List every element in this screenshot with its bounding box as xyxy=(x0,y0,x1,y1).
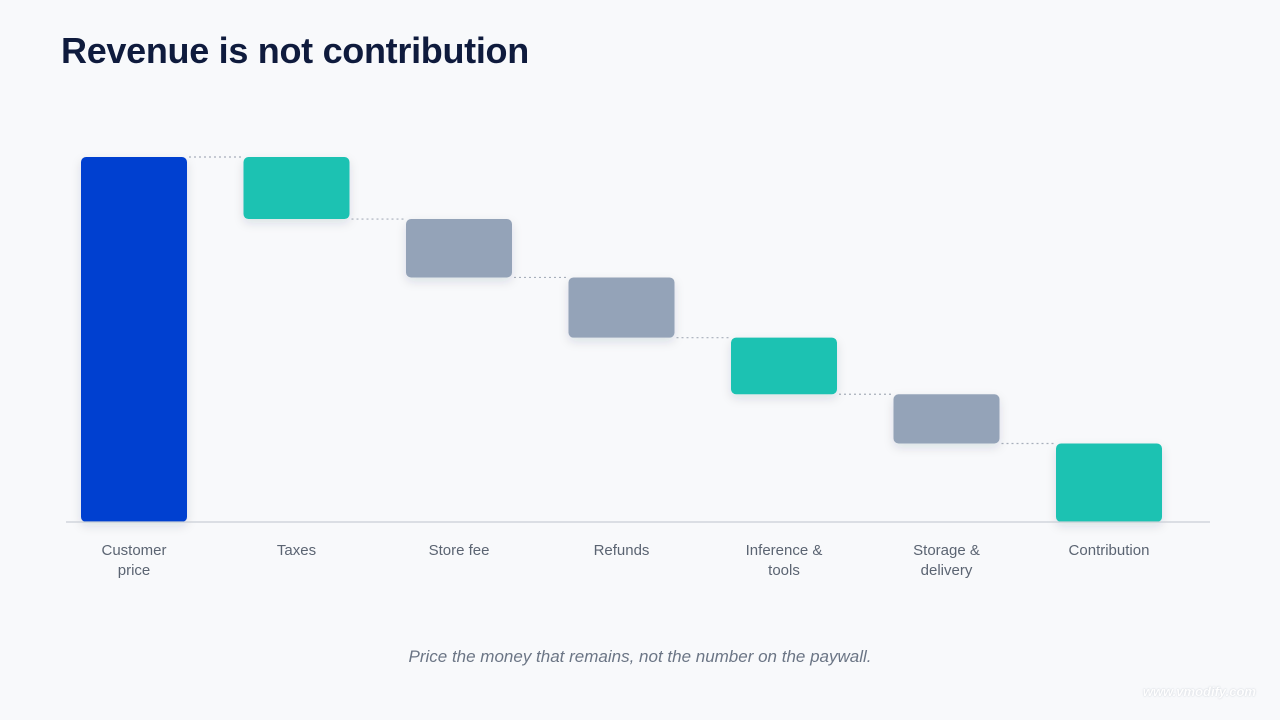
watermark: www.vmodify.com xyxy=(1142,684,1256,699)
category-label-store-fee: Store fee xyxy=(429,542,490,559)
bar-taxes xyxy=(243,157,350,220)
category-label-storage-and-delivery: Storage & delivery xyxy=(913,542,980,579)
category-label-line: Taxes xyxy=(277,542,316,559)
category-label-line: Storage & xyxy=(913,542,980,559)
bar-contribution xyxy=(1056,443,1162,522)
category-label-line: price xyxy=(118,562,151,579)
category-label-refunds: Refunds xyxy=(594,542,650,559)
category-label-line: Refunds xyxy=(594,542,650,559)
bar-storage-and-delivery xyxy=(893,394,1000,444)
connector-lines xyxy=(189,156,1054,445)
category-label-line: Inference & xyxy=(746,542,823,559)
category-label-line: delivery xyxy=(921,562,973,579)
bar-customer-price xyxy=(81,157,187,522)
category-label-line: Customer xyxy=(101,542,166,559)
bar-store-fee xyxy=(406,219,512,278)
category-label-customer-price: Customer price xyxy=(101,542,166,579)
category-label-inference-and-tools: Inference & tools xyxy=(746,542,823,579)
bar-inference-and-tools xyxy=(731,337,837,395)
chart-footnote: Price the money that remains, not the nu… xyxy=(408,647,872,666)
bar-refunds xyxy=(568,277,675,338)
category-label-line: Store fee xyxy=(429,542,490,559)
chart-bars xyxy=(81,157,1162,522)
category-label-taxes: Taxes xyxy=(277,542,316,559)
category-label-line: Contribution xyxy=(1069,542,1150,559)
category-label-contribution: Contribution xyxy=(1069,542,1150,559)
slide-title: Revenue is not contribution xyxy=(61,30,529,71)
category-label-line: tools xyxy=(768,562,800,579)
category-labels: Customer price Taxes Store fee Refunds Infere… xyxy=(101,542,1149,579)
